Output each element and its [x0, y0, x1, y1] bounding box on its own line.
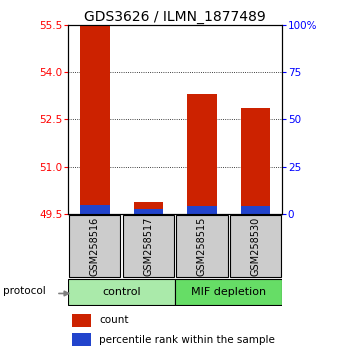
Bar [72, 333, 91, 346]
Bar [230, 215, 281, 277]
Bar [69, 215, 120, 277]
Text: control: control [102, 287, 141, 297]
Text: count: count [99, 315, 129, 325]
Title: GDS3626 / ILMN_1877489: GDS3626 / ILMN_1877489 [84, 10, 266, 24]
Bar [134, 202, 163, 214]
Text: GSM258515: GSM258515 [197, 216, 207, 276]
Bar [80, 25, 109, 214]
Text: percentile rank within the sample: percentile rank within the sample [99, 335, 275, 345]
Bar [176, 215, 227, 277]
Text: MIF depletion: MIF depletion [191, 287, 266, 297]
Bar [187, 206, 217, 214]
Bar [241, 108, 270, 214]
Bar [123, 215, 174, 277]
Bar [241, 206, 270, 214]
Text: GSM258517: GSM258517 [143, 216, 153, 276]
Text: GSM258516: GSM258516 [90, 216, 100, 276]
Bar [187, 94, 217, 214]
Text: protocol: protocol [3, 286, 46, 297]
Bar [175, 279, 282, 305]
Bar [80, 205, 109, 214]
Bar [72, 314, 91, 327]
Bar [134, 209, 163, 214]
Text: GSM258530: GSM258530 [251, 216, 260, 276]
Bar [68, 279, 175, 305]
